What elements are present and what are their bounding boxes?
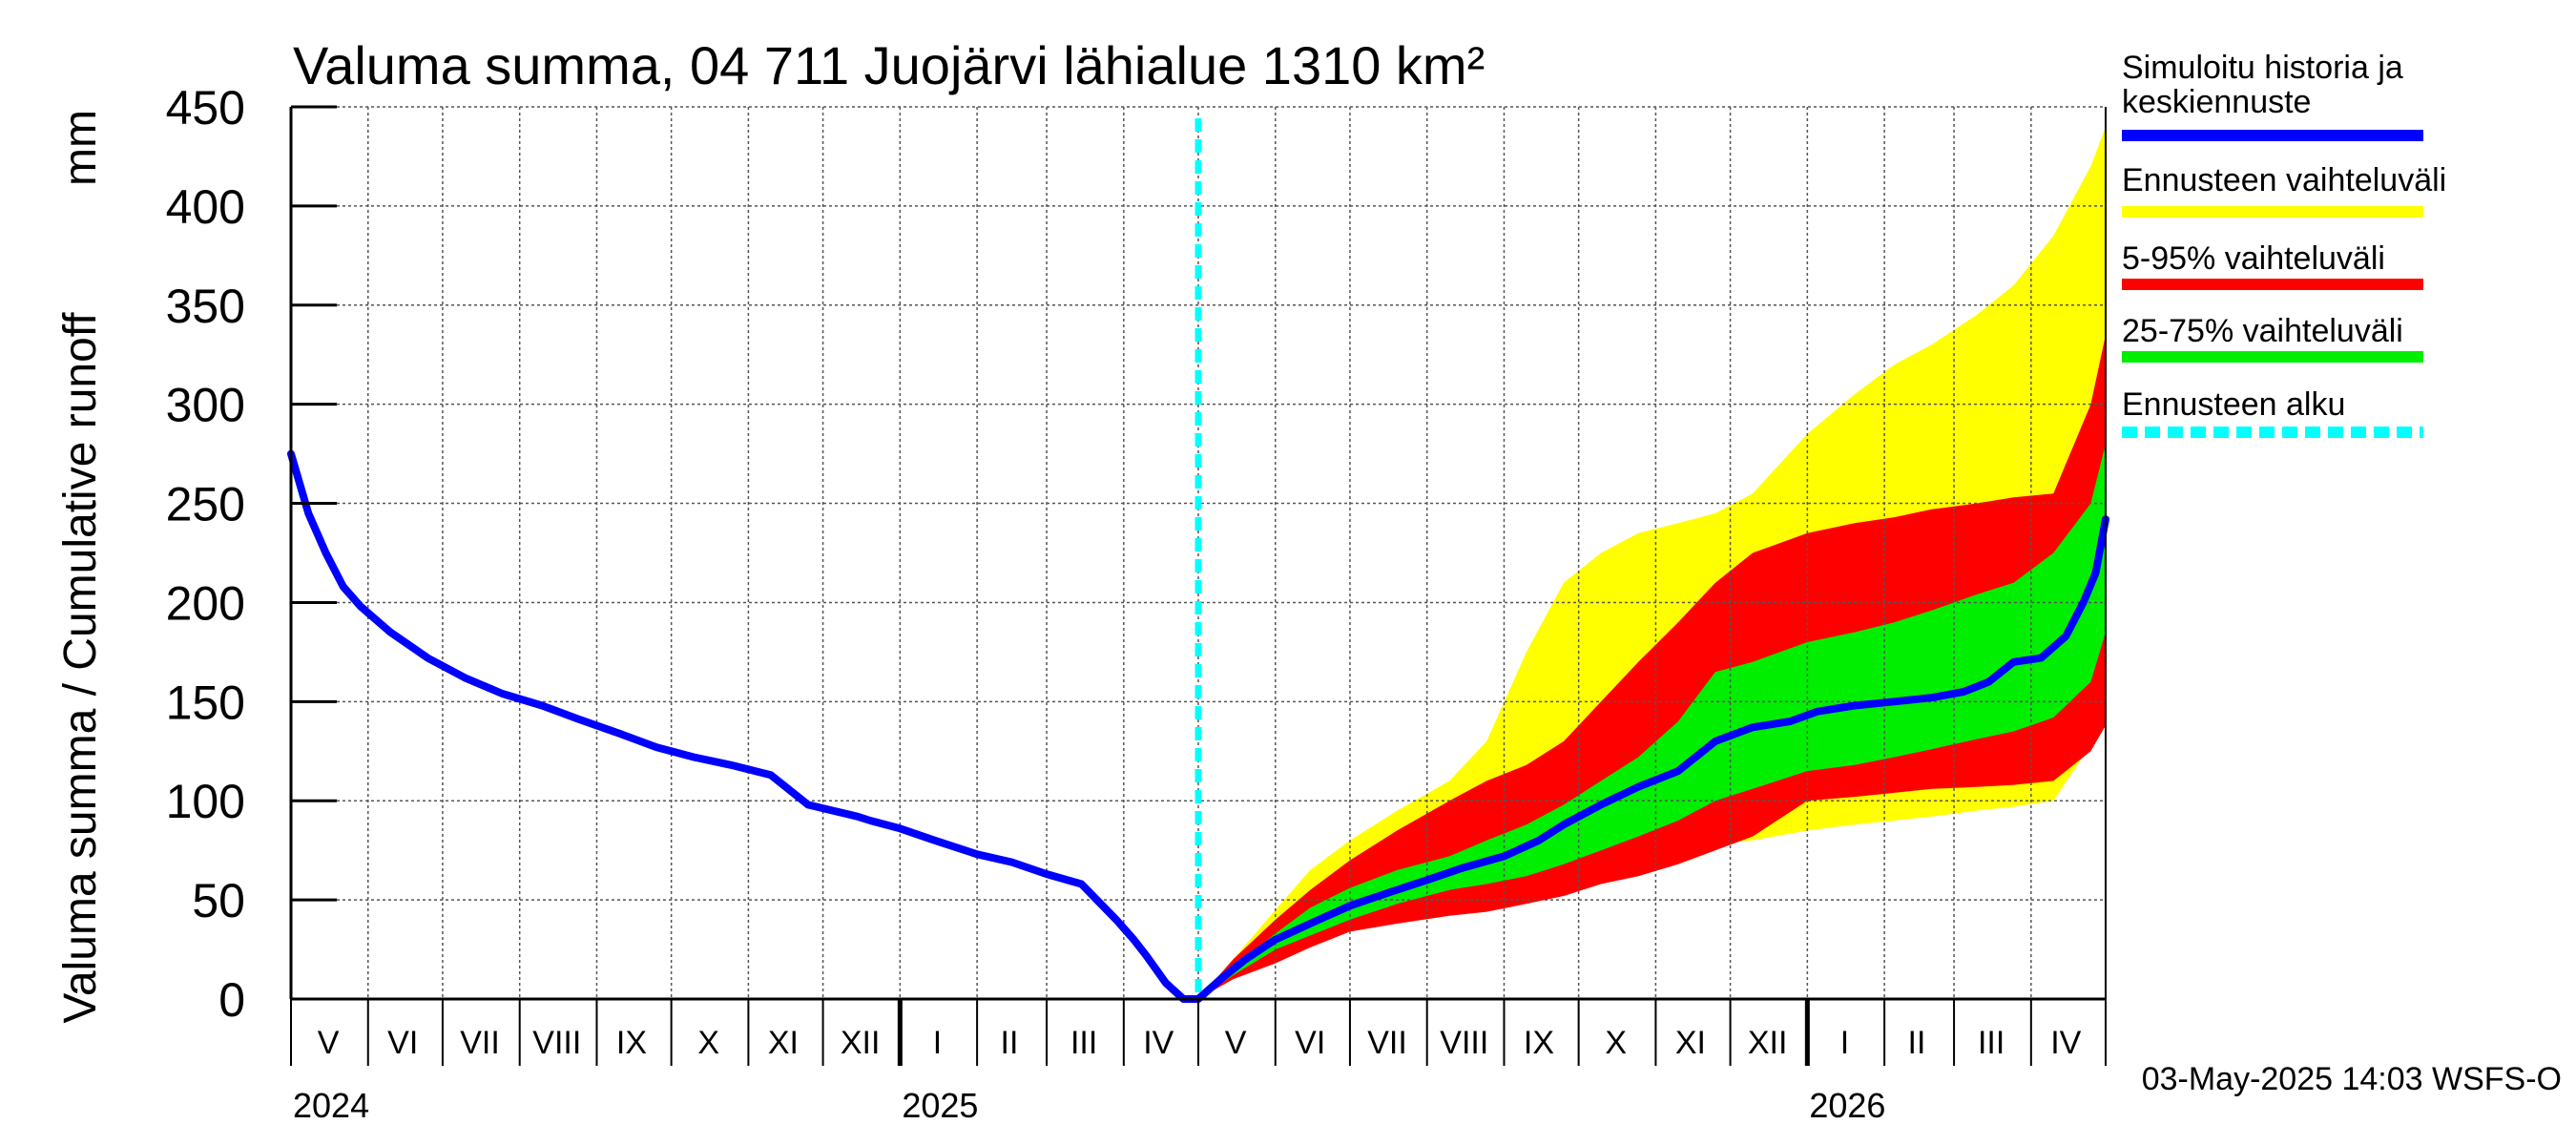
band-5-95 bbox=[1198, 334, 2106, 999]
x-month-label: VII bbox=[1367, 1025, 1407, 1061]
x-month-label: XI bbox=[768, 1025, 799, 1061]
x-month-label: V bbox=[1225, 1025, 1247, 1061]
y-tick-label: 300 bbox=[166, 379, 245, 432]
x-month-label: X bbox=[697, 1025, 719, 1061]
y-tick-label: 400 bbox=[166, 180, 245, 234]
y-tick-label: 250 bbox=[166, 478, 245, 531]
x-month-label: X bbox=[1605, 1025, 1627, 1061]
x-month-label: VIII bbox=[1440, 1025, 1488, 1061]
legend-label: Simuloitu historia ja bbox=[2122, 50, 2403, 86]
x-month-label: I bbox=[933, 1025, 942, 1061]
y-tick-label: 150 bbox=[166, 676, 245, 729]
x-year-label: 2026 bbox=[1809, 1086, 1885, 1125]
y-axis-label: Valuma summa / Cumulative runoff bbox=[55, 312, 106, 1024]
x-month-label: XII bbox=[1748, 1025, 1788, 1061]
legend-label: Ennusteen vaihteluväli bbox=[2122, 162, 2446, 198]
x-month-label: IV bbox=[1143, 1025, 1174, 1061]
y-axis-unit: mm bbox=[55, 110, 106, 186]
x-month-label: II bbox=[1001, 1025, 1019, 1061]
x-year-label: 2025 bbox=[902, 1086, 978, 1125]
legend-label-line2: keskiennuste bbox=[2122, 84, 2311, 120]
y-tick-label: 200 bbox=[166, 576, 245, 630]
y-tick-label: 50 bbox=[192, 874, 245, 927]
x-ticks: V VI VII VIII IX X XI XII I II III IV V VI VII VIII IX X X… bbox=[290, 999, 2107, 1125]
x-month-label: VIII bbox=[532, 1025, 581, 1061]
footer-timestamp: 03-May-2025 14:03 WSFS-O bbox=[2142, 1061, 2562, 1097]
grid-lines bbox=[291, 106, 2106, 999]
chart-title: Valuma summa, 04 711 Juojärvi lähialue 1… bbox=[293, 35, 1485, 95]
y-tick-label: 0 bbox=[218, 973, 245, 1027]
x-month-label: VI bbox=[1295, 1025, 1325, 1061]
x-month-label: IX bbox=[1524, 1025, 1554, 1061]
x-month-label: III bbox=[1070, 1025, 1097, 1061]
x-month-label: V bbox=[318, 1025, 340, 1061]
legend-label: 5-95% vaihteluväli bbox=[2122, 240, 2385, 277]
y-tick-label: 450 bbox=[166, 81, 245, 135]
forecast-bands bbox=[1198, 126, 2106, 1000]
legend-label: 25-75% vaihteluväli bbox=[2122, 313, 2403, 349]
band-25-75 bbox=[1198, 444, 2106, 999]
x-month-label: IV bbox=[2050, 1025, 2081, 1061]
x-month-label: I bbox=[1840, 1025, 1849, 1061]
x-month-label: XII bbox=[841, 1025, 881, 1061]
y-ticks: 0 50 100 150 200 250 300 350 400 450 bbox=[166, 81, 337, 1027]
y-tick-label: 350 bbox=[166, 280, 245, 333]
x-month-label: II bbox=[1908, 1025, 1926, 1061]
x-month-label: VII bbox=[460, 1025, 500, 1061]
x-month-label: XI bbox=[1675, 1025, 1706, 1061]
x-year-label: 2024 bbox=[293, 1086, 369, 1125]
x-month-label: IX bbox=[616, 1025, 647, 1061]
x-month-label: III bbox=[1978, 1025, 2005, 1061]
legend-label: Ennusteen alku bbox=[2122, 386, 2345, 423]
x-month-label: VI bbox=[387, 1025, 418, 1061]
y-tick-label: 100 bbox=[166, 775, 245, 828]
